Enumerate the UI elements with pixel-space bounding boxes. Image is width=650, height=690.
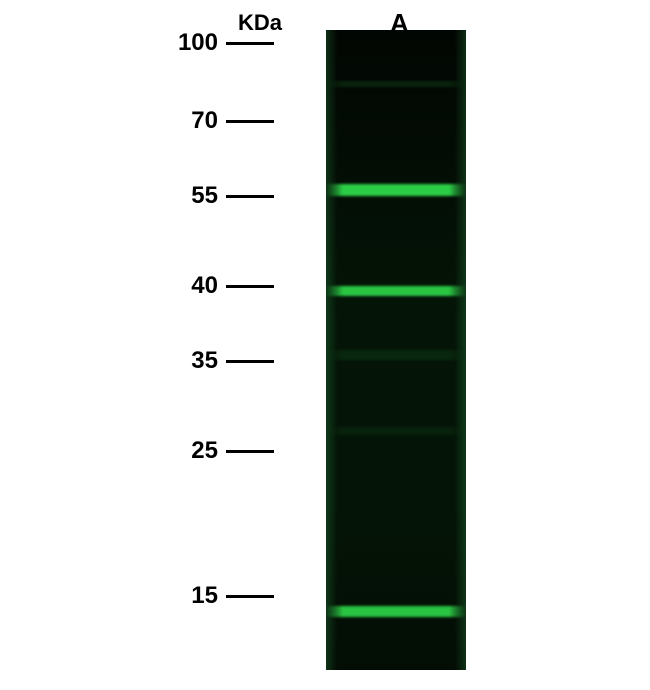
kda-unit-label: KDa (238, 10, 282, 36)
blot-lane-a (326, 30, 466, 670)
band-1 (326, 184, 466, 196)
marker-tick-35 (226, 360, 274, 363)
western-blot-figure: KDa A 100705540352515 (0, 0, 650, 690)
marker-label-70: 70 (0, 107, 218, 135)
marker-tick-55 (226, 195, 274, 198)
marker-label-40: 40 (0, 272, 218, 300)
band-5 (326, 606, 466, 617)
band-4 (326, 427, 466, 435)
marker-label-55: 55 (0, 182, 218, 210)
marker-label-35: 35 (0, 347, 218, 375)
marker-tick-15 (226, 595, 274, 598)
marker-label-25: 25 (0, 437, 218, 465)
marker-tick-100 (226, 42, 274, 45)
band-2 (326, 286, 466, 296)
band-0 (326, 81, 466, 87)
marker-label-15: 15 (0, 582, 218, 610)
marker-tick-40 (226, 285, 274, 288)
marker-label-100: 100 (0, 29, 218, 57)
marker-tick-25 (226, 450, 274, 453)
marker-tick-70 (226, 120, 274, 123)
band-3 (326, 350, 466, 360)
